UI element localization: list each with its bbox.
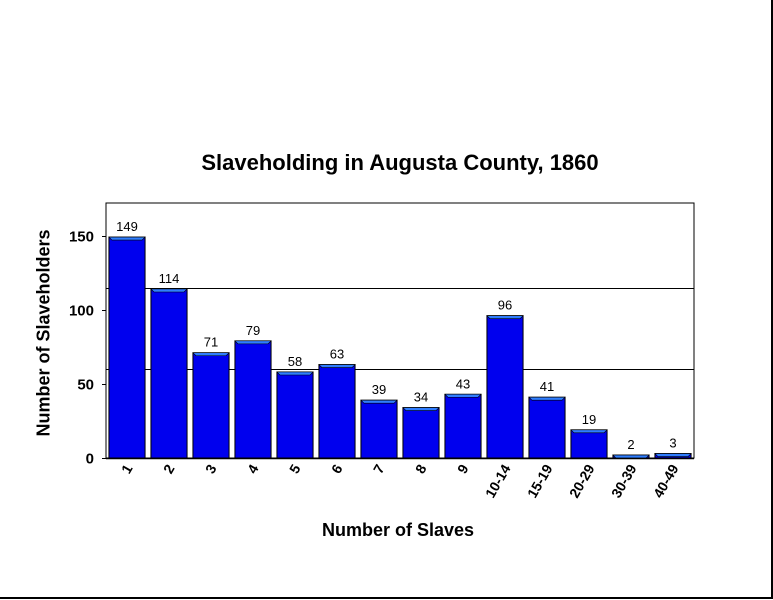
bar-top-4 xyxy=(276,371,314,376)
bar-7 xyxy=(402,407,440,459)
x-tick-label-5: 6 xyxy=(328,461,346,476)
bar-top-7 xyxy=(402,407,440,411)
x-tick-label-1: 2 xyxy=(160,461,178,476)
bar-5 xyxy=(318,364,356,459)
x-tick-label-11: 20-29 xyxy=(566,461,598,500)
bar-2 xyxy=(192,352,230,459)
data-label-11: 19 xyxy=(582,412,596,427)
y-tick-label-0: 0 xyxy=(86,451,94,468)
bar-top-8 xyxy=(444,393,482,398)
data-label-10: 41 xyxy=(540,379,554,394)
bar-top-11 xyxy=(570,429,608,434)
x-tick-label-3: 4 xyxy=(244,461,262,476)
bar-6 xyxy=(360,399,398,459)
bar-top-0 xyxy=(108,236,146,241)
y-tick-label-2: 100 xyxy=(69,303,94,320)
bar-top-9 xyxy=(486,315,524,319)
chart-title: Slaveholding in Augusta County, 1860 xyxy=(201,150,599,175)
data-label-6: 39 xyxy=(372,382,386,397)
data-label-5: 63 xyxy=(330,347,344,362)
x-tick-label-4: 5 xyxy=(286,461,304,476)
bar-top-12 xyxy=(612,454,650,459)
y-tick-label-3: 150 xyxy=(69,229,94,246)
bar-3 xyxy=(234,340,272,459)
bar-11 xyxy=(570,429,608,459)
data-label-4: 58 xyxy=(288,354,302,369)
bar-top-1 xyxy=(150,288,188,293)
x-tick-label-9: 10-14 xyxy=(482,461,514,500)
bar-top-10 xyxy=(528,396,566,401)
x-tick-label-7: 8 xyxy=(412,461,430,476)
bar-1 xyxy=(150,288,188,459)
data-label-13: 3 xyxy=(669,436,676,451)
y-tick-label-1: 50 xyxy=(77,377,94,394)
bar-9 xyxy=(486,315,524,459)
x-tick-label-12: 30-39 xyxy=(608,461,640,500)
bar-8 xyxy=(444,393,482,459)
data-label-1: 114 xyxy=(159,271,180,286)
x-tick-label-0: 1 xyxy=(118,461,136,476)
bar-top-3 xyxy=(234,340,272,345)
x-tick-label-13: 40-49 xyxy=(650,461,682,500)
x-tick-label-2: 3 xyxy=(202,461,220,476)
bar-0 xyxy=(108,236,146,459)
x-tick-label-6: 7 xyxy=(370,461,388,476)
data-label-3: 79 xyxy=(246,323,260,338)
data-label-0: 149 xyxy=(116,219,138,234)
bar-top-5 xyxy=(318,364,356,368)
bar-top-6 xyxy=(360,399,398,404)
x-tick-label-10: 15-19 xyxy=(524,461,556,500)
x-tick-label-8: 9 xyxy=(454,461,472,476)
data-label-9: 96 xyxy=(498,298,512,313)
data-label-8: 43 xyxy=(456,376,470,391)
bar-10 xyxy=(528,396,566,459)
data-label-7: 34 xyxy=(414,390,428,405)
bar-4 xyxy=(276,371,314,459)
bar-top-2 xyxy=(192,352,230,357)
data-label-2: 71 xyxy=(204,335,218,350)
x-axis-title: Number of Slaves xyxy=(321,520,475,540)
data-label-12: 2 xyxy=(627,437,634,452)
bar-top-13 xyxy=(654,453,692,457)
